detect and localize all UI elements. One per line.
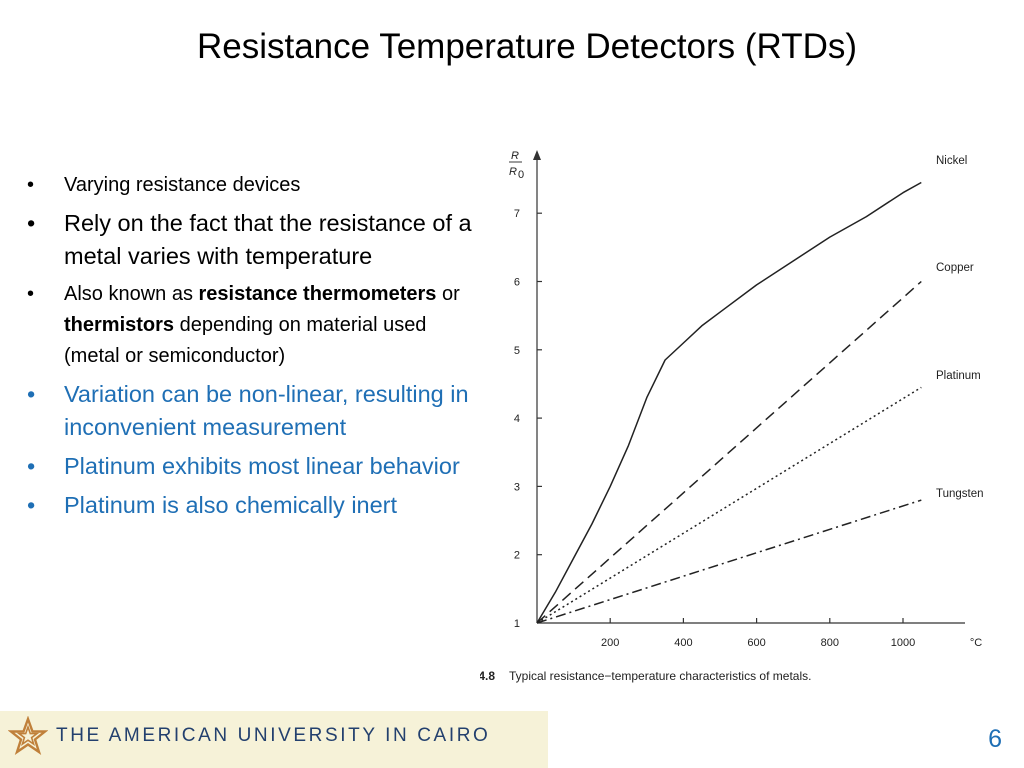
y-tick-label: 1 [514,618,520,630]
bullet-item: • Rely on the fact that the resistance of… [27,207,477,273]
y-axis-arrow-icon [533,150,541,160]
series-label-nickel: Nickel [936,155,967,167]
bullet-list: • Varying resistance devices • Rely on the … [27,170,477,528]
y-tick-label: 5 [514,345,520,357]
bullet-item: • Platinum is also chemically inert [27,489,477,522]
x-tick-label: 1000 [891,637,915,649]
series-line-tungsten [536,499,922,624]
bullet-dot-icon: • [27,283,35,305]
x-tick-label: 400 [674,637,692,649]
bullet-text: depending on material used (metal or sem… [64,314,427,367]
y-tick-label: 7 [514,208,520,220]
figure-caption-label: Fig. 14.8 [480,669,495,683]
x-axis-unit: °C [970,637,982,649]
y-tick-label: 4 [514,413,520,425]
y-tick-label: 3 [514,481,520,493]
bullet-dot-icon: • [27,210,36,236]
bullet-text: resistance thermometers [198,283,437,305]
figure-caption-text: Typical resistance−temperature character… [509,669,811,683]
bullet-text: Varying resistance devices [64,174,301,196]
bullet-dot-icon: • [27,492,36,518]
bullet-text: thermistors [64,314,175,336]
slide-title: Resistance Temperature Detectors (RTDs) [196,27,858,66]
bullet-dot-icon: • [27,381,36,407]
y-axis-label-numerator: R [511,150,519,162]
footer-band [0,711,548,768]
x-tick-label: 200 [601,637,619,649]
bullet-dot-icon: • [27,453,36,479]
bullet-text: Rely on the fact that the resistance of … [64,210,472,269]
series-line-platinum [536,386,922,624]
bullet-text: Also known as [64,283,199,305]
auc-star-logo-icon [8,716,48,755]
y-axis-label-subscript: 0 [518,169,524,181]
bullet-item: • Variation can be non-linear, resulting … [27,378,477,444]
university-name: THE AMERICAN UNIVERSITY IN CAIRO [56,725,491,746]
bullet-dot-icon: • [27,174,35,196]
bullet-item: • Varying resistance devices [27,170,477,201]
series-line-copper [536,280,922,624]
bullet-item: • Platinum exhibits most linear behavior [27,450,477,483]
series-label-platinum: Platinum [936,370,981,382]
bullet-item: • Also known as resistance thermometers o… [27,279,477,372]
y-tick-label: 2 [514,550,520,562]
y-axis-label-denominator: R [509,166,517,178]
x-tick-label: 800 [821,637,839,649]
series-label-copper: Copper [936,262,974,274]
slide-number: 6 [988,725,1002,753]
bullet-text: or [436,283,460,305]
bullet-text: Platinum exhibits most linear behavior [64,453,460,479]
y-tick-label: 6 [514,277,520,289]
bullet-text: Variation can be non-linear, resulting i… [64,381,469,440]
x-tick-label: 600 [747,637,765,649]
series-label-tungsten: Tungsten [936,488,984,500]
series-line-nickel [536,181,922,624]
bullet-text: Platinum is also chemically inert [64,492,398,518]
